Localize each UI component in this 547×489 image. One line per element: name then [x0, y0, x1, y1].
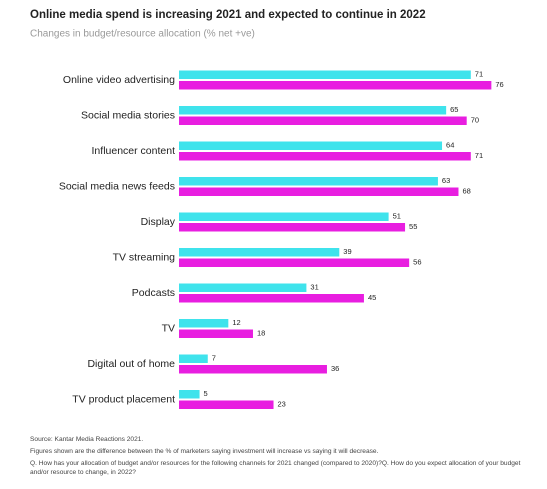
category-label: TV [162, 322, 175, 334]
value-label: 63 [442, 176, 450, 185]
value-label: 36 [331, 364, 339, 373]
category-label: Digital out of home [87, 358, 175, 370]
value-label: 55 [409, 222, 417, 231]
category-label: TV product placement [72, 393, 175, 405]
value-label: 18 [257, 329, 265, 338]
value-label: 39 [343, 247, 351, 256]
bar [179, 390, 200, 399]
category-label: Influencer content [92, 145, 176, 157]
bar [179, 400, 274, 409]
bar [179, 116, 467, 125]
category-label: Social media stories [81, 109, 175, 121]
bar [179, 81, 492, 90]
category-label: Social media news feeds [59, 180, 175, 192]
bar [179, 319, 229, 328]
bar [179, 141, 443, 150]
bar [179, 294, 364, 303]
value-label: 51 [393, 212, 401, 221]
bar [179, 329, 253, 338]
question: Q. How has your allocation of budget and… [30, 459, 521, 476]
value-label: 70 [471, 116, 479, 125]
chart-title: Online media spend is increasing 2021 an… [30, 9, 426, 21]
category-label: Display [141, 216, 176, 228]
category-label: TV streaming [113, 251, 176, 263]
value-label: 68 [462, 187, 470, 196]
value-label: 12 [232, 318, 240, 327]
bar [179, 212, 389, 221]
value-label: 31 [310, 283, 318, 292]
value-label: 71 [475, 151, 483, 160]
value-label: 76 [495, 80, 503, 89]
bar [179, 177, 438, 186]
bar [179, 354, 208, 363]
value-label: 71 [475, 70, 483, 79]
value-label: 23 [278, 400, 286, 409]
category-label: Podcasts [132, 287, 175, 299]
bar [179, 283, 307, 292]
bar [179, 365, 327, 374]
value-label: 56 [413, 258, 421, 267]
notes: Source: Kantar Media Reactions 2021. Fig… [30, 436, 535, 481]
bar [179, 152, 471, 161]
bar [179, 106, 447, 115]
category-label: Online video advertising [63, 74, 175, 86]
value-label: 7 [212, 354, 216, 363]
bar [179, 223, 406, 232]
bar [179, 70, 471, 79]
footnote: Figures shown are the difference between… [30, 447, 379, 455]
value-label: 64 [446, 141, 454, 150]
source: Source: Kantar Media Reactions 2021. [30, 436, 144, 443]
value-label: 5 [204, 389, 208, 398]
value-label: 65 [450, 105, 458, 114]
chart: Online media spend is increasing 2021 an… [30, 9, 504, 409]
chart-subtitle: Changes in budget/resource allocation (%… [30, 29, 255, 40]
bar [179, 187, 459, 196]
bar [179, 248, 340, 257]
value-label: 45 [368, 293, 376, 302]
bar [179, 258, 410, 267]
